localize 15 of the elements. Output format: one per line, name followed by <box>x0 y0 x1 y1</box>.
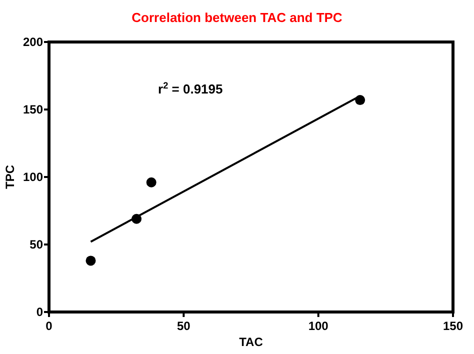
y-tick-label: 150 <box>22 102 44 116</box>
y-tick-label: 0 <box>36 305 44 319</box>
chart-title: Correlation between TAC and TPC <box>132 10 343 25</box>
x-tick-label: 0 <box>46 319 53 333</box>
point <box>146 177 156 188</box>
x-axis-title: TAC <box>239 335 264 349</box>
annotation: r$^{2}$ = 0.9195 <box>158 80 223 96</box>
x-tick-label: 150 <box>442 319 464 333</box>
x-tick-label: 100 <box>308 319 329 333</box>
y-tick-label: 100 <box>22 170 44 184</box>
x-tick-label: 50 <box>176 319 191 333</box>
y-tick-label: 200 <box>22 35 44 49</box>
y-axis-title: TPC <box>3 164 17 189</box>
point <box>86 256 96 266</box>
y-tick-label: 50 <box>30 238 44 252</box>
